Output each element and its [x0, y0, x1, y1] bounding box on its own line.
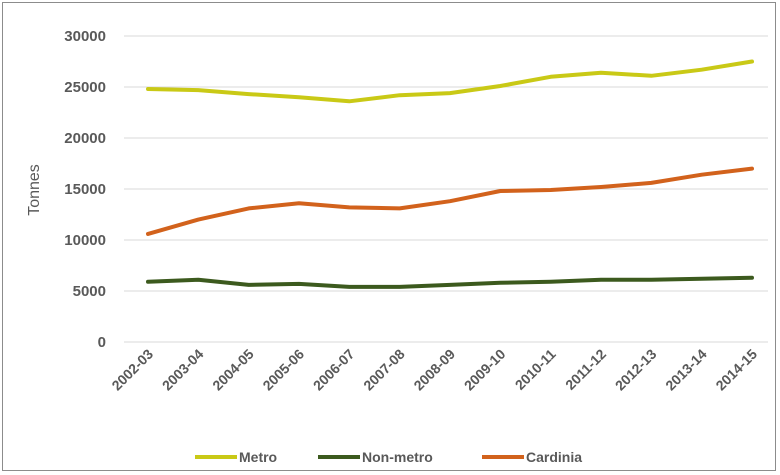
- series-line-metro: [146, 59, 754, 104]
- y-tick-label: 25000: [64, 79, 106, 96]
- series-line-non-metro: [146, 275, 754, 289]
- legend: Metro Non-metro Cardinia: [195, 449, 582, 465]
- chart-frame: [2, 2, 776, 471]
- x-tick-label: 2009-10: [461, 346, 509, 394]
- x-tick-label: 2014-15: [712, 346, 760, 394]
- x-tick-label: 2008-09: [410, 346, 458, 394]
- legend-label-non-metro: Non-metro: [362, 449, 433, 465]
- y-axis-ticks: 0 5000 10000 15000 20000 25000 30000: [64, 28, 106, 351]
- y-axis-label: Tonnes: [26, 164, 43, 216]
- x-tick-label: 2004-05: [209, 346, 257, 394]
- legend-label-cardinia: Cardinia: [526, 449, 582, 465]
- x-tick-label: 2005-06: [259, 346, 307, 394]
- y-tick-label: 10000: [64, 232, 106, 249]
- x-tick-label: 2010-11: [512, 346, 559, 393]
- y-tick-label: 30000: [64, 28, 106, 45]
- gridlines: [124, 35, 768, 343]
- series-lines: [146, 59, 754, 289]
- x-tick-label: 2011-12: [562, 346, 609, 393]
- series-line-cardinia: [146, 166, 754, 236]
- y-tick-label: 5000: [73, 283, 106, 300]
- legend-label-metro: Metro: [239, 449, 277, 465]
- x-tick-label: 2007-08: [360, 346, 408, 394]
- x-tick-label: 2012-13: [612, 346, 660, 394]
- y-tick-label: 0: [98, 334, 106, 351]
- x-axis-ticks: 2002-03 2003-04 2004-05 2005-06 2006-07 2007-…: [108, 346, 760, 394]
- x-tick-label: 2006-07: [310, 346, 358, 394]
- y-tick-label: 15000: [64, 181, 106, 198]
- x-tick-label: 2013-14: [662, 346, 710, 394]
- x-tick-label: 2002-03: [108, 346, 156, 394]
- y-tick-label: 20000: [64, 130, 106, 147]
- x-tick-label: 2003-04: [159, 346, 207, 394]
